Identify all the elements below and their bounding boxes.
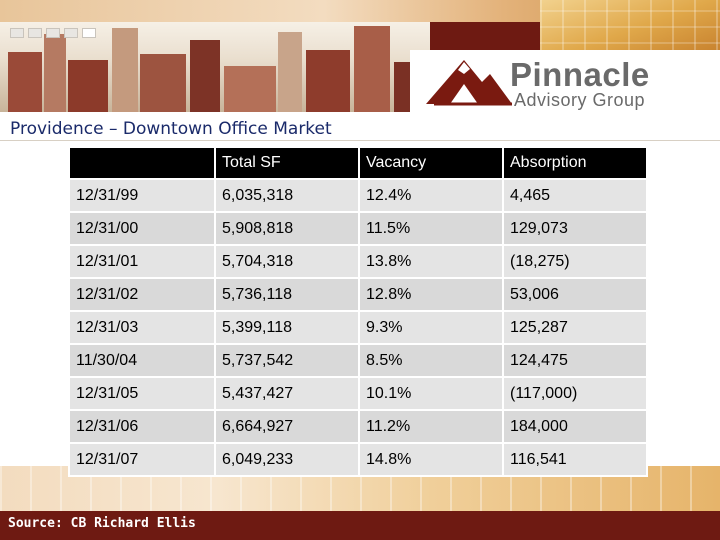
cell-vacancy: 9.3% [358,310,504,345]
cell-total-sf: 6,049,233 [214,442,360,477]
cell-date: 12/31/06 [68,409,216,444]
page-title: Providence – Downtown Office Market [10,119,332,139]
cell-date: 12/31/00 [68,211,216,246]
logo-name: Pinnacle [510,56,650,93]
cell-vacancy: 10.1% [358,376,504,411]
cell-absorption: (18,275) [502,244,648,279]
table-row: 12/31/02 5,736,118 12.8% 53,006 [68,277,648,312]
table-row: 12/31/99 6,035,318 12.4% 4,465 [68,178,648,213]
table-row: 11/30/04 5,737,542 8.5% 124,475 [68,343,648,378]
table-row: 12/31/00 5,908,818 11.5% 129,073 [68,211,648,246]
table-header-row: Total SF Vacancy Absorption [68,146,648,180]
cell-total-sf: 5,737,542 [214,343,360,378]
cell-total-sf: 5,736,118 [214,277,360,312]
cell-total-sf: 5,399,118 [214,310,360,345]
cell-vacancy: 8.5% [358,343,504,378]
cell-absorption: 53,006 [502,277,648,312]
table-row: 12/31/06 6,664,927 11.2% 184,000 [68,409,648,444]
footer-bar: Source: CB Richard Ellis [0,511,720,540]
header-absorption: Absorption [502,146,648,180]
cell-date: 12/31/07 [68,442,216,477]
cell-date: 12/31/03 [68,310,216,345]
cell-total-sf: 5,908,818 [214,211,360,246]
header-vacancy: Vacancy [358,146,504,180]
cell-absorption: 184,000 [502,409,648,444]
cell-date: 12/31/01 [68,244,216,279]
table-row: 12/31/07 6,049,233 14.8% 116,541 [68,442,648,477]
dot-1 [10,28,24,38]
table-row: 12/31/05 5,437,427 10.1% (117,000) [68,376,648,411]
header-date [68,146,216,180]
cell-absorption: 116,541 [502,442,648,477]
cell-total-sf: 5,704,318 [214,244,360,279]
city-skyline-image [0,22,430,112]
cell-vacancy: 14.8% [358,442,504,477]
cell-date: 12/31/99 [68,178,216,213]
cell-vacancy: 12.4% [358,178,504,213]
cell-absorption: 4,465 [502,178,648,213]
table-row: 12/31/03 5,399,118 9.3% 125,287 [68,310,648,345]
nav-dots [10,28,96,38]
title-divider [0,140,720,141]
cell-absorption: (117,000) [502,376,648,411]
cell-vacancy: 13.8% [358,244,504,279]
cell-absorption: 125,287 [502,310,648,345]
cell-absorption: 124,475 [502,343,648,378]
header-banner: Pinnacle Advisory Group [0,0,720,112]
source-note: Source: CB Richard Ellis [8,516,196,531]
logo-subtitle: Advisory Group [514,90,646,110]
cell-date: 12/31/05 [68,376,216,411]
cell-total-sf: 6,035,318 [214,178,360,213]
cell-absorption: 129,073 [502,211,648,246]
mountain-peak-icon [426,60,512,106]
company-logo: Pinnacle Advisory Group [410,50,720,112]
cell-total-sf: 5,437,427 [214,376,360,411]
dot-3 [46,28,60,38]
cell-vacancy: 11.2% [358,409,504,444]
cell-total-sf: 6,664,927 [214,409,360,444]
dot-5 [82,28,96,38]
header-total-sf: Total SF [214,146,360,180]
dot-4 [64,28,78,38]
cell-date: 12/31/02 [68,277,216,312]
cell-vacancy: 12.8% [358,277,504,312]
office-market-table: Total SF Vacancy Absorption 12/31/99 6,0… [68,146,648,477]
dot-2 [28,28,42,38]
table-row: 12/31/01 5,704,318 13.8% (18,275) [68,244,648,279]
cell-date: 11/30/04 [68,343,216,378]
cell-vacancy: 11.5% [358,211,504,246]
